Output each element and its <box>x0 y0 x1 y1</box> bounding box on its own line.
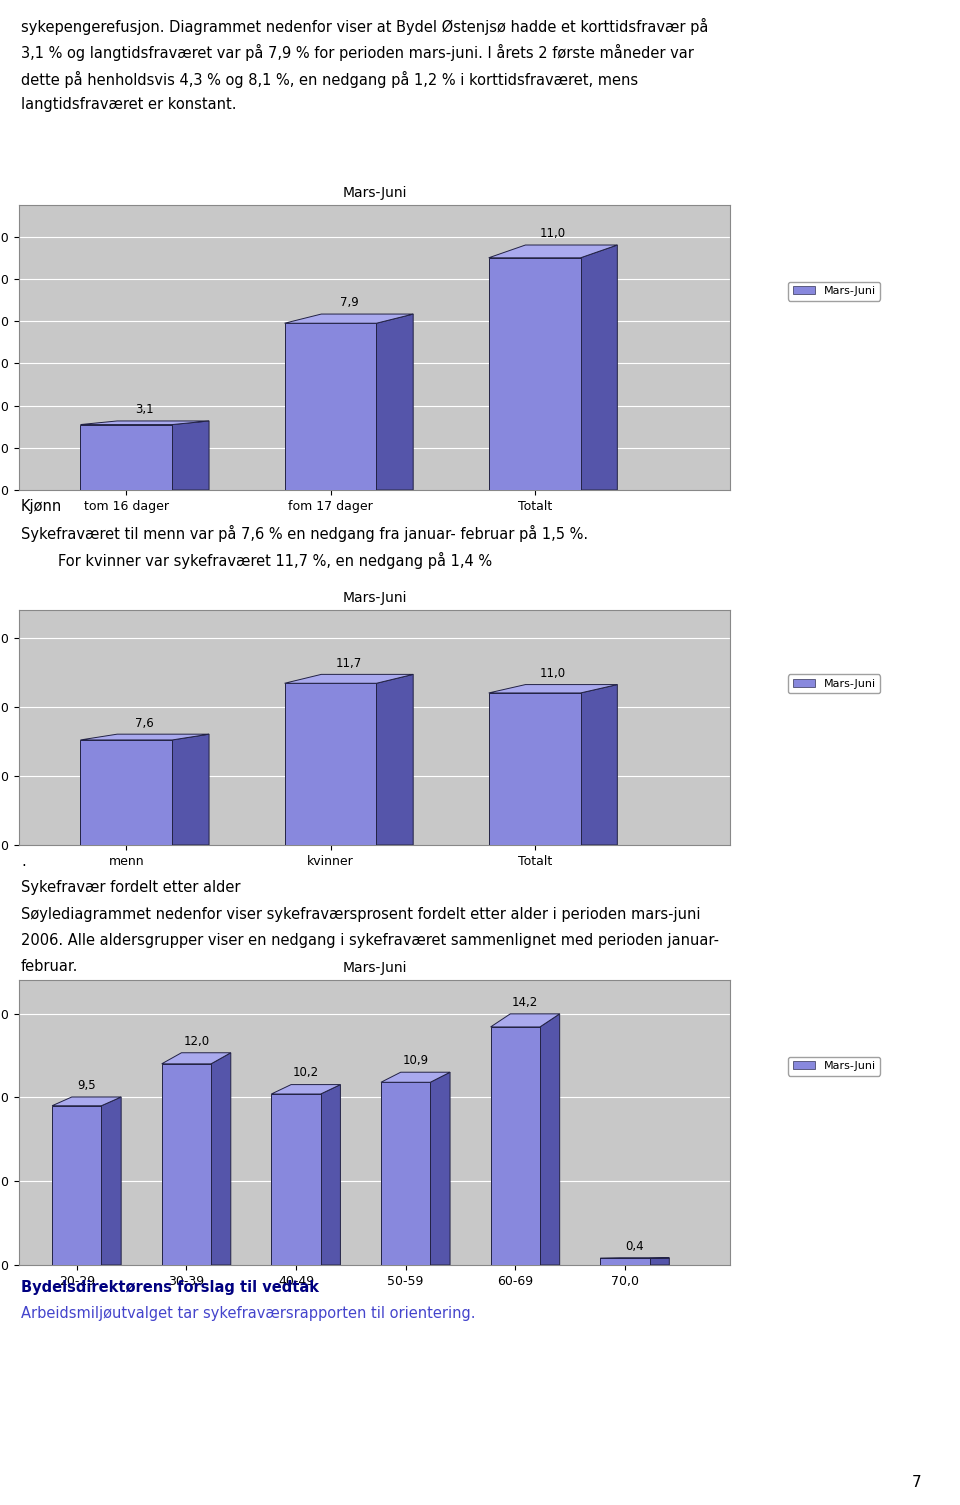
Text: 7,6: 7,6 <box>135 716 155 730</box>
Legend: Mars-Juni: Mars-Juni <box>788 674 880 694</box>
Polygon shape <box>650 1258 669 1266</box>
Polygon shape <box>161 1054 230 1064</box>
Text: februar.: februar. <box>21 959 79 974</box>
Polygon shape <box>581 245 617 491</box>
Polygon shape <box>81 740 172 844</box>
Polygon shape <box>211 1054 230 1266</box>
Polygon shape <box>272 1085 341 1094</box>
Text: 11,0: 11,0 <box>540 227 566 239</box>
Polygon shape <box>381 1082 430 1266</box>
Polygon shape <box>581 685 617 844</box>
Text: langtidsfraværet er konstant.: langtidsfraværet er konstant. <box>21 96 236 111</box>
Polygon shape <box>489 685 617 692</box>
Polygon shape <box>489 257 581 491</box>
Text: 7: 7 <box>912 1475 922 1490</box>
Text: Sykefraværet til menn var på 7,6 % en nedgang fra januar- februar på 1,5 %.: Sykefraværet til menn var på 7,6 % en ne… <box>21 525 588 542</box>
Polygon shape <box>284 674 413 683</box>
Polygon shape <box>284 324 376 491</box>
Text: 14,2: 14,2 <box>512 996 539 1008</box>
Legend: Mars-Juni: Mars-Juni <box>788 281 880 301</box>
Polygon shape <box>489 692 581 844</box>
Legend: Mars-Juni: Mars-Juni <box>788 1057 880 1076</box>
Text: Søylediagrammet nedenfor viser sykefraværsprosent fordelt etter alder i perioden: Søylediagrammet nedenfor viser sykefravæ… <box>21 906 701 921</box>
Text: 10,9: 10,9 <box>402 1054 428 1067</box>
Text: 3,1 % og langtidsfraværet var på 7,9 % for perioden mars-juni. I årets 2 første : 3,1 % og langtidsfraværet var på 7,9 % f… <box>21 44 694 62</box>
Polygon shape <box>491 1026 540 1266</box>
Text: 0,4: 0,4 <box>626 1240 644 1252</box>
Polygon shape <box>491 1014 560 1026</box>
Polygon shape <box>161 1064 211 1266</box>
Text: 2006. Alle aldersgrupper viser en nedgang i sykefraværet sammenlignet med period: 2006. Alle aldersgrupper viser en nedgan… <box>21 933 719 948</box>
Text: 3,1: 3,1 <box>135 403 154 415</box>
Title: Mars-Juni: Mars-Juni <box>342 960 407 975</box>
Polygon shape <box>272 1094 321 1266</box>
Text: For kvinner var sykefraværet 11,7 %, en nedgang på 1,4 %: For kvinner var sykefraværet 11,7 %, en … <box>21 552 492 569</box>
Polygon shape <box>81 734 209 740</box>
Polygon shape <box>376 315 413 491</box>
Title: Mars-Juni: Mars-Juni <box>342 185 407 200</box>
Polygon shape <box>381 1072 450 1082</box>
Title: Mars-Juni: Mars-Juni <box>342 590 407 605</box>
Polygon shape <box>172 421 209 491</box>
Text: sykepengerefusjon. Diagrammet nedenfor viser at Bydel Østenjsø hadde et korttids: sykepengerefusjon. Diagrammet nedenfor v… <box>21 18 708 35</box>
Polygon shape <box>52 1106 102 1266</box>
Polygon shape <box>600 1258 650 1266</box>
Text: Bydelsdirektørens forslag til vedtak: Bydelsdirektørens forslag til vedtak <box>21 1281 319 1294</box>
Polygon shape <box>430 1072 450 1266</box>
Polygon shape <box>376 674 413 844</box>
Polygon shape <box>52 1097 121 1106</box>
Text: 10,2: 10,2 <box>293 1067 319 1079</box>
Text: 11,0: 11,0 <box>540 667 566 680</box>
Polygon shape <box>321 1085 341 1266</box>
Polygon shape <box>284 315 413 324</box>
Text: 7,9: 7,9 <box>340 296 358 309</box>
Polygon shape <box>540 1014 560 1266</box>
Text: 12,0: 12,0 <box>183 1034 209 1047</box>
Polygon shape <box>284 683 376 844</box>
Text: Kjønn: Kjønn <box>21 500 62 515</box>
Polygon shape <box>102 1097 121 1266</box>
Polygon shape <box>81 424 172 491</box>
Text: .: . <box>21 853 26 868</box>
Text: Arbeidsmiljøutvalget tar sykefraværsrapporten til orientering.: Arbeidsmiljøutvalget tar sykefraværsrapp… <box>21 1306 475 1321</box>
Text: 11,7: 11,7 <box>336 658 362 670</box>
Polygon shape <box>489 245 617 257</box>
Text: 9,5: 9,5 <box>78 1079 96 1091</box>
Text: dette på henholdsvis 4,3 % og 8,1 %, en nedgang på 1,2 % i korttidsfraværet, men: dette på henholdsvis 4,3 % og 8,1 %, en … <box>21 71 638 87</box>
Polygon shape <box>172 734 209 844</box>
Text: Sykefravær fordelt etter alder: Sykefravær fordelt etter alder <box>21 880 241 895</box>
Polygon shape <box>81 421 209 424</box>
